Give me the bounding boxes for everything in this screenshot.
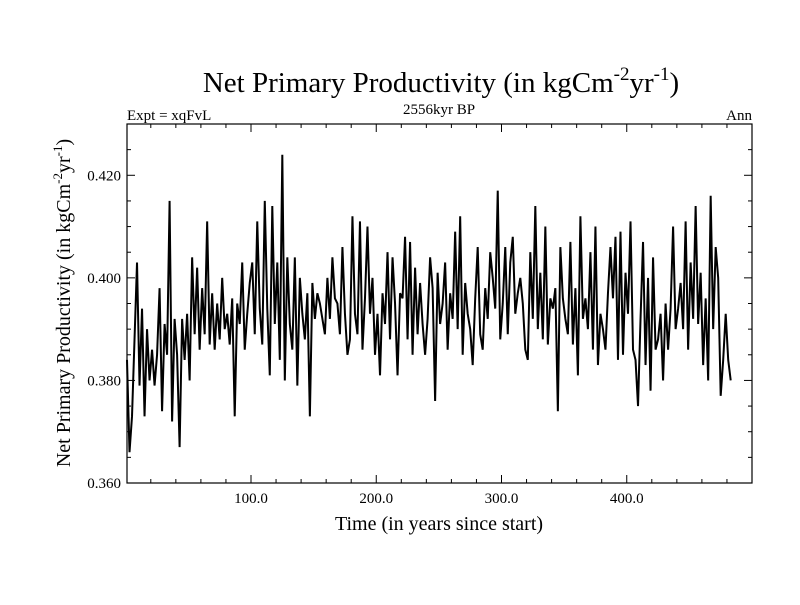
x-tick-label: 100.0	[234, 491, 268, 507]
x-tick-label: 300.0	[485, 491, 519, 507]
x-axis: 100.0 200.0 300.0 400.0	[150, 124, 753, 507]
y-tick-label: 0.420	[87, 168, 121, 184]
y-tick-label: 0.360	[87, 476, 121, 492]
y-tick-label: 0.400	[87, 271, 121, 287]
x-axis-label: Time (in years since start)	[335, 513, 543, 535]
subtitle-period: 2556kyr BP	[403, 102, 475, 118]
x-tick-label: 200.0	[359, 491, 393, 507]
y-axis: 0.360 0.380 0.400 0.420	[87, 123, 752, 492]
npp-series-line	[126, 154, 732, 453]
y-tick-label: 0.380	[87, 373, 121, 389]
x-tick-label: 400.0	[610, 491, 644, 507]
chart-title: Net Primary Productivity (in kgCm-2yr-1)	[203, 64, 679, 99]
subtitle-season: Ann	[726, 108, 752, 124]
y-axis-label: Net Primary Productivity (in kgCm-2yr-1)	[50, 139, 75, 467]
subtitle-experiment: Expt = xqFvL	[127, 108, 211, 124]
